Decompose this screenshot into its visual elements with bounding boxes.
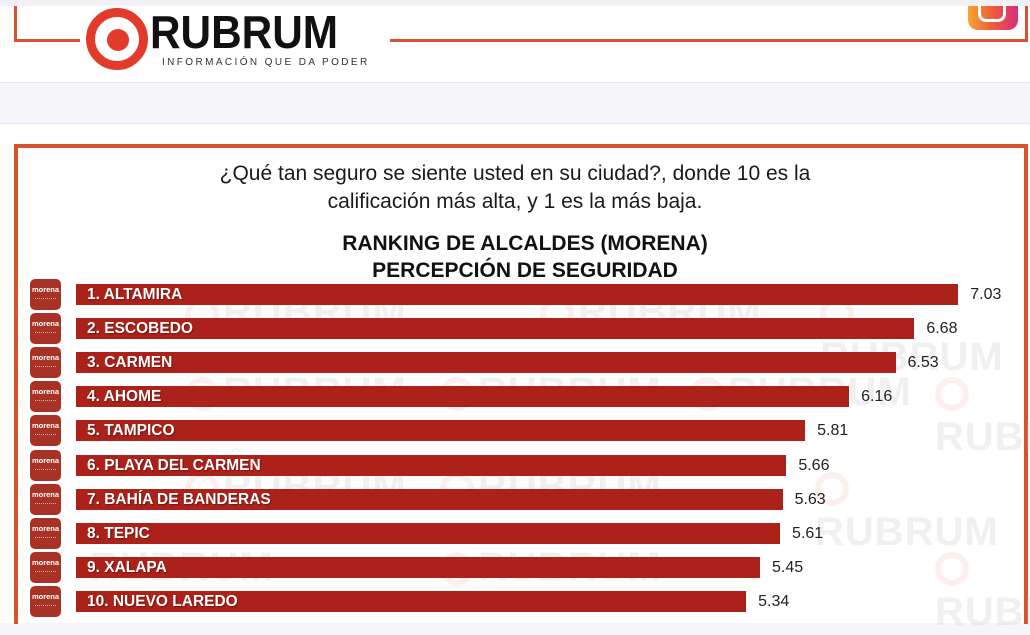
logo-tagline: INFORMACIÓN QUE DA PODER (162, 57, 370, 68)
bar: 7. BAHÍA DE BANDERAS (76, 488, 783, 510)
survey-question: ¿Qué tan seguro se siente usted en su ci… (0, 160, 1030, 216)
morena-logo-icon: morena (30, 551, 61, 583)
bar-label: 5. TAMPICO (87, 422, 175, 440)
bar-row: morena 3. CARMEN 6.53 (0, 347, 1030, 381)
morena-logo-icon: morena (30, 517, 61, 549)
bar-row: morena 7. BAHÍA DE BANDERAS 5.63 (0, 483, 1030, 518)
bar-value: 5.45 (771, 558, 804, 576)
bar-value: 5.34 (758, 592, 790, 610)
bar-label: 3. CARMEN (87, 354, 173, 372)
bar-row: morena 2. ESCOBEDO 6.68 (0, 313, 1030, 347)
bar-row: morena 8. TEPIC 5.61 (0, 517, 1030, 552)
top-strip (0, 0, 1030, 6)
bar-label: 9. XALAPA (87, 558, 167, 576)
bar-label: 6. PLAYA DEL CARMEN (87, 456, 261, 474)
morena-logo-icon: morena (30, 415, 61, 447)
bar-row: morena 4. AHOME 6.16 (0, 381, 1030, 415)
bar: 9. XALAPA (76, 556, 760, 578)
morena-logo-icon: morena (30, 483, 61, 515)
bar: 2. ESCOBEDO (76, 318, 915, 340)
bar: 10. NUEVO LAREDO (76, 590, 747, 612)
bar: 5. TAMPICO (76, 420, 806, 442)
bar-row: morena 9. XALAPA 5.45 (0, 551, 1030, 586)
bar-row: morena 1. ALTAMIRA 7.03 (0, 279, 1030, 313)
bar-label: 4. AHOME (87, 388, 162, 406)
bar-value: 7.03 (970, 286, 1002, 303)
bar-row: morena 5. TAMPICO 5.81 (0, 415, 1030, 449)
morena-logo-icon: morena (30, 449, 61, 481)
rubrum-logo[interactable]: RUBRUM INFORMACIÓN QUE DA PODER (80, 6, 390, 82)
bar-label: 8. TEPIC (87, 524, 150, 542)
title-line-1: RANKING DE ALCALDES (MORENA) (342, 232, 708, 255)
logo-target-icon (86, 8, 148, 70)
bar: 1. ALTAMIRA (76, 284, 959, 305)
bar-value: 5.66 (798, 456, 830, 474)
bar-value: 5.63 (794, 490, 826, 508)
bar-row: morena 6. PLAYA DEL CARMEN 5.66 (0, 449, 1030, 484)
bar-label: 10. NUEVO LAREDO (87, 592, 238, 610)
bar-value: 5.61 (792, 524, 824, 542)
morena-logo-icon: morena (30, 347, 61, 379)
question-line-1: ¿Qué tan seguro se siente usted en su ci… (219, 162, 811, 185)
bar-value: 6.68 (926, 320, 958, 338)
logo-text: RUBRUM (150, 6, 339, 58)
chart-frame (14, 144, 1028, 624)
bar-label: 2. ESCOBEDO (87, 320, 193, 338)
bar-value: 6.53 (907, 354, 939, 372)
bar-row: morena 10. NUEVO LAREDO 5.34 (0, 585, 1030, 620)
bar-label: 1. ALTAMIRA (87, 286, 183, 303)
bar-value: 5.81 (817, 422, 849, 440)
morena-logo-icon: morena (30, 279, 61, 310)
morena-logo-icon: morena (30, 313, 61, 345)
title-line-2: PERCEPCIÓN DE SEGURIDAD (372, 259, 678, 282)
header-frame-line (14, 6, 1028, 42)
bar: 6. PLAYA DEL CARMEN (76, 454, 787, 476)
morena-logo-icon: morena (30, 585, 61, 617)
question-line-2: calificación más alta, y 1 es la más baj… (327, 190, 703, 213)
bar: 3. CARMEN (76, 352, 896, 374)
bar-value: 6.16 (861, 388, 893, 406)
bar-label: 7. BAHÍA DE BANDERAS (87, 490, 271, 508)
bar: 4. AHOME (76, 386, 850, 408)
instagram-icon[interactable] (968, 2, 1018, 30)
site-header: RUBRUM INFORMACIÓN QUE DA PODER (0, 2, 1030, 83)
chart-title: RANKING DE ALCALDES (MORENA) PERCEPCIÓN … (0, 230, 1030, 284)
spacer (0, 83, 1030, 123)
bar: 8. TEPIC (76, 522, 781, 544)
morena-logo-icon: morena (30, 381, 61, 413)
